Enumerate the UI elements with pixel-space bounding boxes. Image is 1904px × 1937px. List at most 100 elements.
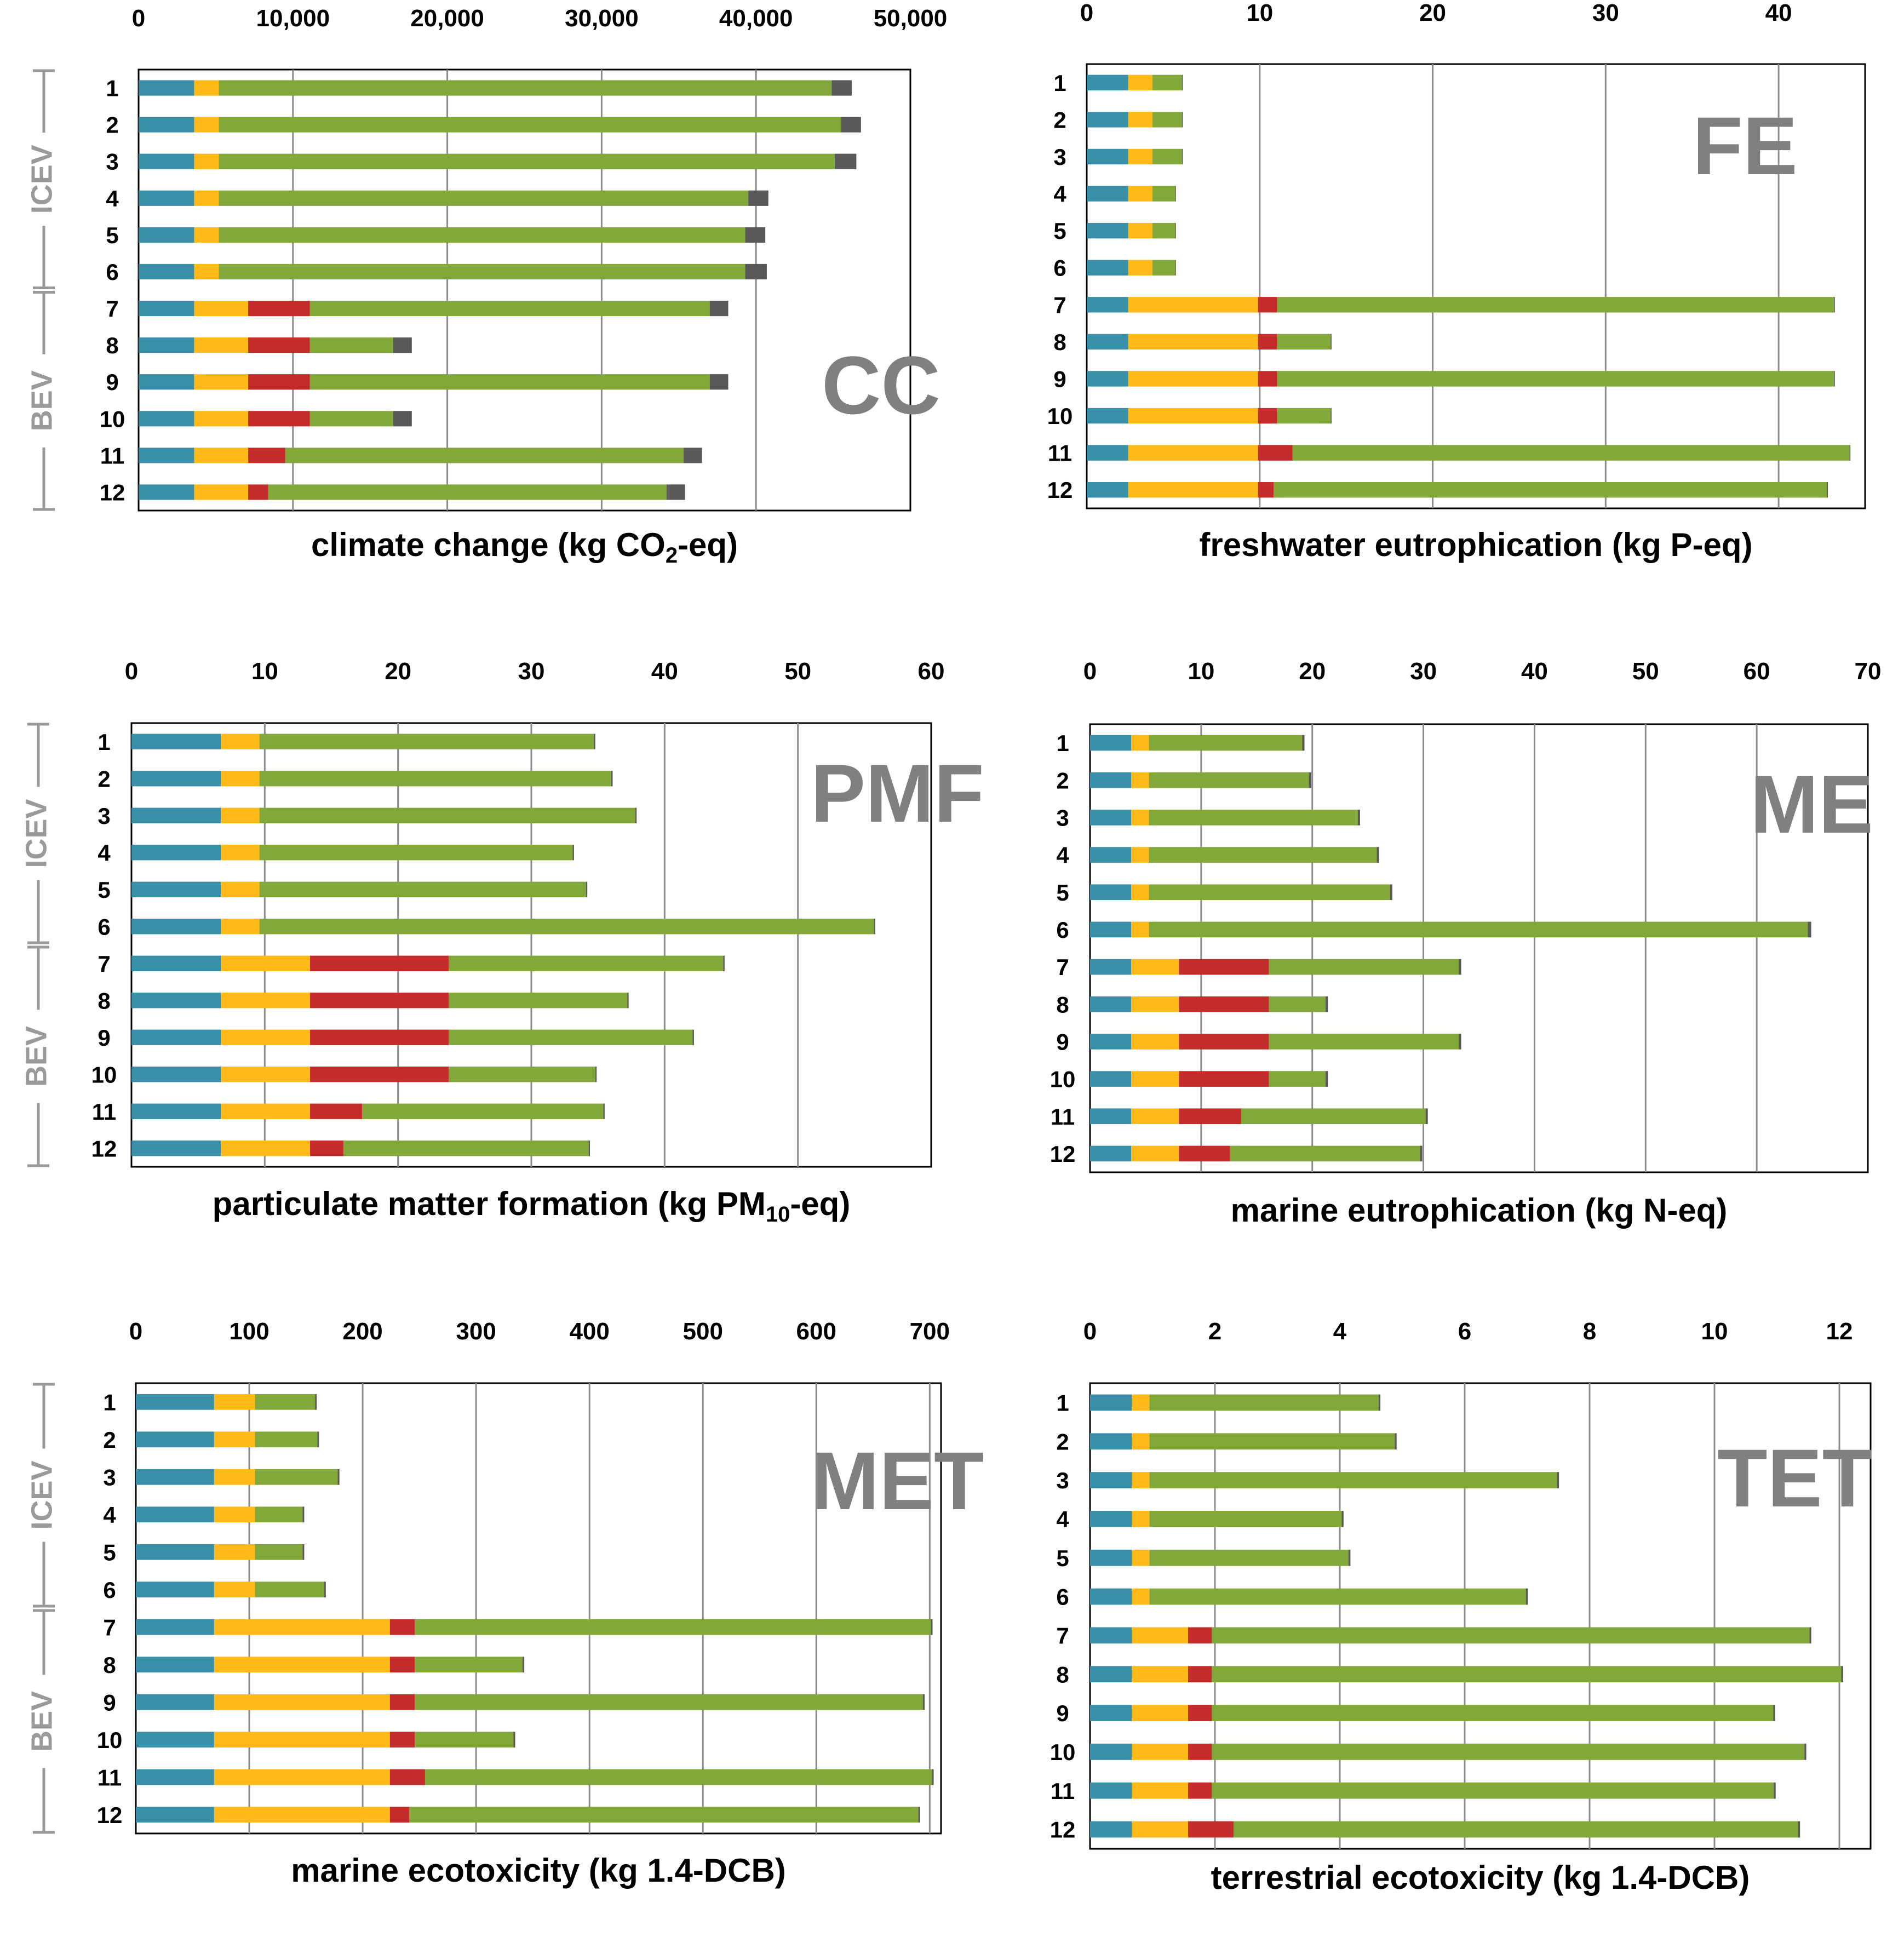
- bar-segment-pmf-7-seg3: [310, 955, 449, 971]
- bar-segment-tet-10-seg4: [1212, 1744, 1805, 1760]
- bar-segment-tet-6-seg2: [1132, 1588, 1150, 1605]
- bar-segment-met-3-seg1: [136, 1469, 214, 1485]
- bar-segment-tet-7-seg5: [1809, 1627, 1811, 1644]
- bar-segment-fe-4-seg5: [1175, 186, 1176, 202]
- bar-segment-cc-6-seg5: [745, 263, 767, 280]
- bar-segment-tet-5-seg2: [1132, 1549, 1150, 1566]
- category-label: 12: [100, 479, 125, 505]
- panel-abbreviation: TET: [1717, 1432, 1872, 1524]
- bar-segment-me-5-seg4: [1149, 884, 1390, 901]
- bar-segment-pmf-1-seg4: [259, 733, 594, 749]
- bar-segment-pmf-6-seg4: [259, 919, 874, 935]
- category-label: 1: [1053, 70, 1066, 96]
- bar-segment-cc-2-seg4: [219, 117, 841, 133]
- bar-segment-cc-2-seg1: [139, 117, 194, 133]
- bar-segment-pmf-10-seg4: [449, 1067, 595, 1082]
- bar-segment-met-7-seg3: [389, 1619, 415, 1635]
- bar-segment-cc-6-seg2: [194, 263, 219, 280]
- bar-segment-cc-2-seg5: [841, 117, 861, 133]
- category-label: 7: [103, 1614, 116, 1640]
- category-label: 8: [1056, 1661, 1069, 1687]
- bar-segment-fe-8-seg4: [1277, 334, 1331, 350]
- bar-segment-fe-5-seg1: [1087, 222, 1128, 239]
- bar-segment-me-7-seg3: [1179, 959, 1269, 975]
- bar-segment-tet-10-seg2: [1132, 1744, 1188, 1760]
- bar-segment-met-10-seg5: [513, 1732, 515, 1748]
- bar-segment-cc-10-seg4: [309, 411, 393, 427]
- plot-frame: [1089, 1382, 1872, 1850]
- bar-segment-met-12-seg2: [214, 1807, 390, 1823]
- x-tick-label: 50,000: [874, 5, 948, 32]
- x-axis-title: marine eutrophication (kg N-eq): [1231, 1192, 1728, 1229]
- bar-segment-cc-8-seg1: [139, 337, 194, 353]
- bar-segment-pmf-11-seg1: [131, 1103, 221, 1119]
- bar-segment-fe-2-seg5: [1182, 112, 1183, 128]
- bar-segment-fe-3-seg1: [1087, 148, 1128, 165]
- bar-segment-fe-4-seg2: [1128, 186, 1152, 202]
- x-tick-label: 20,000: [410, 5, 484, 32]
- bar-segment-fe-9-seg2: [1128, 371, 1258, 387]
- bar-segment-tet-2-seg1: [1090, 1433, 1132, 1450]
- category-label: 9: [1056, 1700, 1069, 1726]
- bar-segment-cc-7-seg5: [709, 300, 729, 317]
- bar-segment-cc-10-seg5: [393, 411, 412, 427]
- bar-segment-pmf-8-seg5: [627, 993, 629, 1008]
- bar-segment-met-10-seg1: [136, 1732, 214, 1748]
- panel-abbreviation: PMF: [811, 747, 984, 839]
- bar-segment-cc-9-seg5: [709, 374, 729, 390]
- bar-segment-cc-10-seg3: [248, 411, 310, 427]
- x-tick-label: 500: [683, 1318, 723, 1345]
- bar-segment-fe-9-seg5: [1834, 371, 1835, 387]
- category-label: 3: [1056, 1468, 1069, 1493]
- bar-segment-tet-2-seg2: [1132, 1433, 1150, 1450]
- bar-segment-fe-8-seg1: [1087, 334, 1128, 350]
- bar-segment-cc-5-seg4: [219, 227, 745, 243]
- bar-segment-pmf-12-seg4: [343, 1141, 589, 1156]
- category-label: 8: [103, 1652, 116, 1678]
- category-label: 2: [1053, 107, 1066, 133]
- group-label: BEV: [20, 1026, 53, 1087]
- bar-segment-me-6-seg2: [1131, 921, 1149, 938]
- x-tick-label: 30: [1592, 0, 1619, 26]
- category-label: 6: [98, 914, 110, 939]
- category-label: 6: [1053, 255, 1066, 281]
- category-label: 4: [1056, 1506, 1069, 1532]
- x-tick-label: 30,000: [565, 5, 639, 32]
- bar-segment-cc-6-seg4: [219, 263, 745, 280]
- bar-segment-cc-11-seg5: [683, 448, 702, 463]
- category-label: 11: [1051, 1104, 1075, 1130]
- bar-segment-me-3-seg5: [1357, 810, 1360, 826]
- x-axis-title: marine ecotoxicity (kg 1.4-DCB): [291, 1852, 786, 1889]
- bar-segment-tet-11-seg2: [1132, 1782, 1188, 1799]
- x-tick-label: 4: [1333, 1318, 1347, 1345]
- category-label: 1: [106, 76, 118, 101]
- category-label: 10: [1050, 1067, 1076, 1092]
- bar-segment-fe-5-seg4: [1152, 222, 1175, 239]
- panel-abbreviation: ME: [1750, 758, 1873, 850]
- bar-segment-tet-11-seg4: [1212, 1782, 1774, 1799]
- bar-segment-met-1-seg2: [214, 1394, 255, 1410]
- x-axis-title-text: particulate matter formation (kg PM: [213, 1185, 766, 1222]
- bar-segment-cc-12-seg3: [248, 484, 268, 500]
- bar-segment-tet-12-seg1: [1090, 1821, 1132, 1838]
- x-axis-title-end: -eq): [678, 526, 738, 563]
- x-axis-title: climate change (kg CO2-eq): [311, 526, 738, 568]
- x-tick-label: 300: [456, 1318, 496, 1345]
- category-label: 10: [1050, 1739, 1076, 1765]
- bar-segment-tet-9-seg5: [1773, 1705, 1775, 1721]
- group-label: ICEV: [20, 799, 53, 868]
- bar-segment-fe-1-seg1: [1087, 74, 1128, 90]
- bar-segment-cc-4-seg1: [139, 190, 194, 206]
- bar-segment-tet-1-seg1: [1090, 1394, 1132, 1411]
- category-label: 10: [1047, 403, 1073, 429]
- bar-segment-met-3-seg4: [255, 1469, 338, 1485]
- bar-segment-met-2-seg5: [317, 1431, 319, 1448]
- bar-segment-pmf-10-seg3: [310, 1067, 449, 1082]
- bar-segment-pmf-12-seg1: [131, 1141, 221, 1156]
- bar-segment-tet-10-seg3: [1188, 1744, 1212, 1760]
- bar-segment-cc-12-seg1: [139, 484, 194, 500]
- bar-segment-tet-3-seg1: [1090, 1472, 1132, 1488]
- bar-segment-tet-11-seg5: [1774, 1782, 1776, 1799]
- bar-segment-met-4-seg5: [302, 1506, 305, 1523]
- x-tick-label: 60: [1744, 658, 1770, 685]
